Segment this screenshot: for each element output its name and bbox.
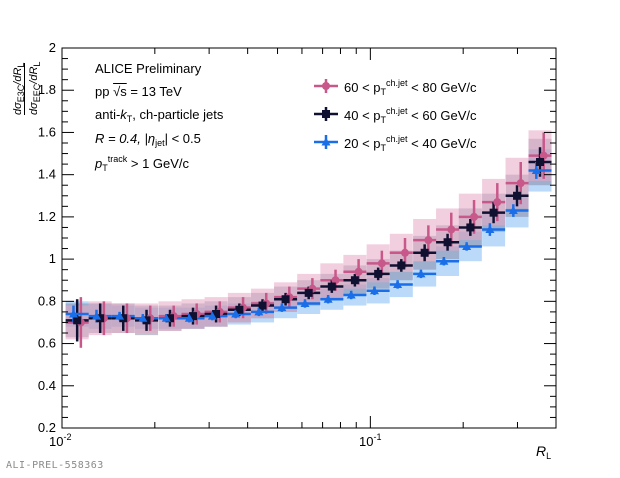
data-point-circle <box>401 248 410 257</box>
data-point-square <box>420 248 429 257</box>
data-point-square <box>327 282 336 291</box>
y-axis-label: dσE3C/dRL dσEEC/dRL <box>6 60 56 140</box>
data-point-triangle <box>508 206 518 215</box>
data-point-square <box>258 301 267 310</box>
legend-marker-square <box>322 110 330 118</box>
data-point-triangle <box>323 294 333 303</box>
data-markers <box>68 151 548 327</box>
data-point-triangle <box>439 256 449 265</box>
data-point-square <box>212 310 221 318</box>
data-point-triangle <box>68 309 78 318</box>
collaboration-label: ALICE Preliminary <box>95 61 202 76</box>
y-label-fraction-bar <box>24 63 25 115</box>
data-point-triangle <box>207 311 217 320</box>
y-tick-label: 1 <box>49 251 56 266</box>
algorithm-label: anti-kT, ch-particle jets <box>95 107 224 124</box>
y-tick-label: 1.2 <box>38 209 56 224</box>
data-point-triangle <box>138 313 148 322</box>
data-point-square <box>374 269 383 278</box>
data-point-circle <box>539 151 548 160</box>
legend-marker-circle <box>322 82 330 90</box>
data-point-square <box>281 295 290 304</box>
data-point-square <box>189 312 198 321</box>
y-label-numerator: dσE3C/dRL <box>12 62 26 115</box>
track-cut-label: pTtrack > 1 GeV/c <box>95 154 190 173</box>
y-tick-label: 1.4 <box>38 167 56 182</box>
data-point-triangle <box>161 313 171 322</box>
data-point-triangle <box>485 225 495 234</box>
x-axis-label: RL <box>536 443 552 461</box>
data-point-square <box>235 305 244 314</box>
data-point-circle <box>424 236 433 245</box>
data-point-circle <box>331 276 340 285</box>
data-point-circle <box>447 225 456 234</box>
data-point-square <box>166 314 175 323</box>
data-point-triangle <box>369 286 379 295</box>
legend-markers <box>314 79 338 149</box>
data-point-circle <box>354 267 363 276</box>
data-point-circle <box>470 212 479 221</box>
data-point-square <box>513 191 522 200</box>
data-point-triangle <box>300 298 310 307</box>
x-tick-label-1e-1: 10-1 <box>359 432 382 449</box>
data-point-circle <box>377 259 386 268</box>
y-tick-label: 0.6 <box>38 336 56 351</box>
data-point-triangle <box>231 309 241 318</box>
data-point-triangle <box>462 241 472 250</box>
y-tick-label: 0.4 <box>38 378 56 393</box>
data-point-square <box>73 316 82 325</box>
data-point-triangle <box>115 311 125 320</box>
data-point-square <box>397 261 406 270</box>
data-point-square <box>443 238 452 247</box>
tick-labels: 0.2 0.4 0.6 0.8 1 1.2 1.4 1.6 1.8 2 <box>38 40 56 435</box>
data-point-triangle <box>254 307 264 316</box>
y-tick-label: 0.8 <box>38 293 56 308</box>
plot-frame <box>61 47 557 429</box>
legend-label-40-60: 40 < pTch.jet < 60 GeV/c <box>344 106 477 125</box>
data-point-triangle <box>393 279 403 288</box>
data-point-square <box>350 276 359 285</box>
y-tick-label: 1.6 <box>38 124 56 139</box>
data-point-circle <box>493 198 502 207</box>
legend-label-20-40: 20 < pTch.jet < 40 GeV/c <box>344 134 477 153</box>
data-point-triangle <box>531 165 541 174</box>
data-point-triangle <box>346 290 356 299</box>
data-point-circle <box>516 179 525 188</box>
axis-ticks <box>61 47 557 429</box>
data-point-square <box>489 208 498 217</box>
data-point-triangle <box>91 311 101 320</box>
radius-label: R = 0.4, |ηjet| < 0.5 <box>95 131 201 148</box>
data-point-triangle <box>416 269 426 278</box>
data-point-square <box>466 223 475 232</box>
y-label-denominator: dσEEC/dRL <box>28 61 42 115</box>
legend-label-60-80: 60 < pTch.jet < 80 GeV/c <box>344 78 477 97</box>
y-tick-label: 1.8 <box>38 82 56 97</box>
preliminary-id-watermark: ALI-PREL-558363 <box>6 460 104 471</box>
data-point-square <box>536 158 545 166</box>
y-tick-label: 2 <box>49 40 56 55</box>
y-tick-label: 0.2 <box>38 420 56 435</box>
energy-label: pp √s = 13 TeV <box>95 84 182 99</box>
data-point-square <box>304 288 313 297</box>
data-point-triangle <box>277 303 287 312</box>
data-point-triangle <box>184 313 194 322</box>
x-tick-label-1e-2: 10-2 <box>49 432 72 449</box>
legend-marker-triangle <box>321 137 331 146</box>
